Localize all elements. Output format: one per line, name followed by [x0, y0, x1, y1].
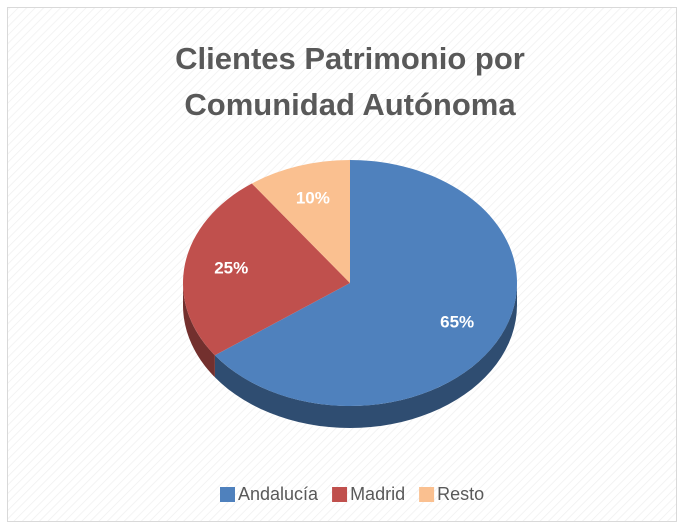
legend-label: Andalucía	[238, 484, 319, 504]
legend-label: Madrid	[350, 484, 405, 504]
legend: Andalucía Madrid Resto	[220, 484, 484, 504]
pie: 65% 25% 10%	[183, 160, 518, 428]
pie-slice	[214, 160, 518, 407]
legend-swatch	[220, 487, 235, 502]
data-label: 10%	[296, 188, 330, 207]
data-label: 25%	[214, 259, 248, 278]
legend-swatch	[332, 487, 348, 502]
pie-slice	[183, 183, 350, 356]
data-label: 65%	[440, 313, 474, 332]
pie-slice	[251, 160, 350, 283]
legend-label: Resto	[437, 484, 484, 504]
legend-swatch	[419, 487, 435, 502]
pie-side	[183, 283, 215, 378]
chart-title: Clientes Patrimonio por Comunidad Autóno…	[175, 41, 525, 122]
pie-side	[214, 283, 517, 428]
